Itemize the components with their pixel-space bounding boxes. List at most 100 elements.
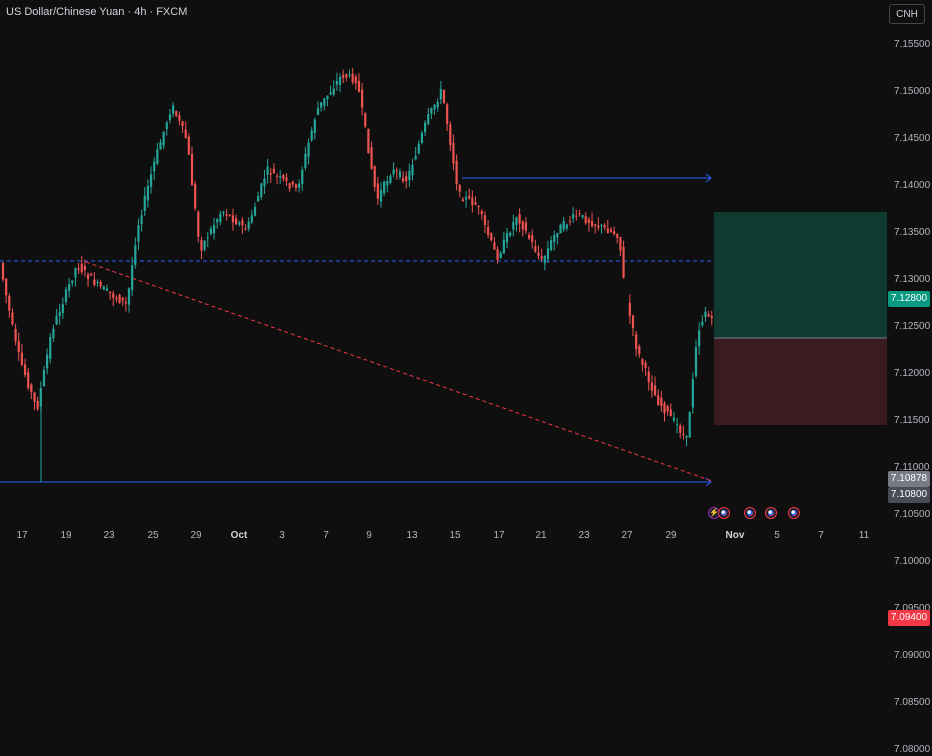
candle-body bbox=[512, 221, 515, 230]
candle-body bbox=[190, 153, 194, 186]
candle-body bbox=[534, 246, 537, 252]
candle-body bbox=[487, 226, 490, 235]
candle-body bbox=[162, 131, 165, 146]
candle-body bbox=[357, 80, 361, 92]
candle-body bbox=[320, 102, 323, 108]
candle-body bbox=[386, 181, 389, 186]
time-tick: 3 bbox=[279, 530, 285, 541]
candle-body bbox=[257, 195, 260, 202]
candle-body bbox=[49, 337, 52, 359]
time-tick: 23 bbox=[103, 530, 115, 541]
price-tick: 7.14500 bbox=[894, 133, 931, 144]
candle-body bbox=[666, 406, 669, 412]
time-tick: 17 bbox=[493, 530, 505, 541]
candle-body bbox=[383, 181, 386, 194]
price-tick: 7.12500 bbox=[894, 321, 931, 332]
candle-body bbox=[638, 346, 641, 354]
candle-body bbox=[36, 400, 39, 409]
candle-body bbox=[332, 88, 335, 95]
time-tick: 19 bbox=[60, 530, 72, 541]
candle-body bbox=[27, 371, 30, 388]
candle-body bbox=[93, 279, 96, 286]
ray-arrow-icon bbox=[705, 173, 712, 183]
candle-body bbox=[436, 101, 439, 108]
us-flag-icon[interactable] bbox=[765, 507, 777, 519]
candle-body bbox=[594, 224, 597, 226]
candle-body bbox=[398, 171, 401, 177]
candle-body bbox=[168, 114, 172, 120]
time-tick: 17 bbox=[16, 530, 28, 541]
candle-body bbox=[442, 89, 446, 104]
time-tick: 25 bbox=[147, 530, 159, 541]
candle-body bbox=[499, 252, 502, 258]
candle-body bbox=[392, 169, 395, 175]
candle-body bbox=[30, 384, 33, 393]
candle-body bbox=[543, 255, 546, 264]
candle-body bbox=[531, 235, 534, 243]
candle-body bbox=[33, 392, 36, 402]
candle-body bbox=[326, 95, 329, 100]
candle-body bbox=[641, 359, 644, 365]
candle-body bbox=[616, 233, 619, 238]
candle-body bbox=[77, 268, 80, 270]
time-tick: 29 bbox=[190, 530, 202, 541]
candle-body bbox=[159, 141, 162, 150]
candle-body bbox=[149, 174, 153, 188]
candle-body bbox=[90, 273, 93, 276]
candle-body bbox=[676, 424, 679, 426]
candle-body bbox=[146, 186, 149, 201]
candle-body bbox=[58, 311, 61, 316]
us-flag-icon[interactable] bbox=[788, 507, 800, 519]
time-tick: 29 bbox=[665, 530, 677, 541]
candle-body bbox=[468, 195, 471, 199]
candle-body bbox=[175, 111, 178, 116]
price-tick: 7.14000 bbox=[894, 180, 931, 191]
candle-body bbox=[194, 183, 197, 209]
candle-body bbox=[430, 108, 433, 114]
candle-body bbox=[298, 183, 301, 188]
candle-body bbox=[515, 217, 518, 226]
candle-body bbox=[181, 121, 184, 127]
candle-body bbox=[235, 218, 238, 225]
candle-body bbox=[231, 215, 235, 223]
candle-body bbox=[222, 211, 225, 214]
candle-body bbox=[647, 371, 650, 383]
candle-body bbox=[46, 354, 49, 369]
candle-body bbox=[291, 181, 294, 185]
price-tick: 7.15000 bbox=[894, 86, 931, 97]
candle-body bbox=[521, 221, 524, 230]
us-flag-icon[interactable] bbox=[718, 507, 730, 519]
candle-body bbox=[401, 177, 405, 182]
time-tick: 11 bbox=[858, 530, 870, 541]
candle-body bbox=[682, 434, 685, 436]
candle-body bbox=[631, 315, 635, 328]
trendline bbox=[85, 261, 713, 482]
candle-body bbox=[269, 173, 272, 175]
candle-body bbox=[263, 178, 266, 187]
candle-body bbox=[550, 240, 553, 250]
chart-canvas[interactable] bbox=[0, 0, 932, 550]
candle-body bbox=[509, 232, 512, 236]
candle-body bbox=[310, 130, 313, 141]
us-flag-icon[interactable] bbox=[744, 507, 756, 519]
price-tick: 7.13500 bbox=[894, 227, 931, 238]
candle-body bbox=[260, 183, 263, 198]
candle-body bbox=[518, 214, 521, 224]
candle-body bbox=[209, 228, 212, 234]
candle-body bbox=[395, 170, 398, 172]
candle-body bbox=[600, 224, 603, 226]
candle-body bbox=[329, 92, 332, 95]
candle-body bbox=[613, 231, 616, 235]
time-tick: 23 bbox=[578, 530, 590, 541]
candle-body bbox=[389, 175, 392, 183]
candle-body bbox=[505, 233, 509, 243]
candle-body bbox=[124, 301, 127, 304]
candle-body bbox=[653, 385, 657, 396]
currency-button[interactable]: CNH bbox=[889, 4, 925, 24]
candle-body bbox=[39, 388, 42, 407]
candle-body bbox=[606, 228, 609, 234]
candle-body bbox=[338, 76, 342, 85]
candle-body bbox=[140, 215, 143, 225]
candle-body bbox=[316, 108, 320, 115]
candle-body bbox=[609, 229, 613, 232]
